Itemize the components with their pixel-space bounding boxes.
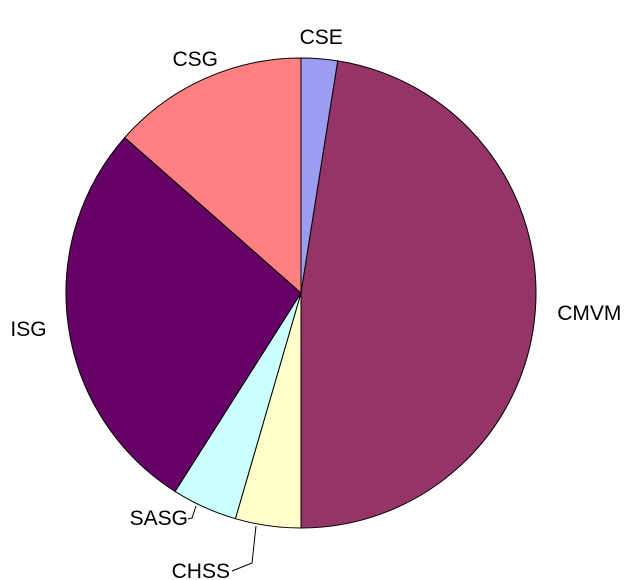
pie-slice-cmvm (300, 60, 537, 529)
pie-slice-isg (65, 136, 302, 493)
pie-slice-csg (124, 57, 302, 295)
pie-label-isg: ISG (10, 318, 46, 341)
pie-slices (65, 57, 537, 529)
pie-label-cmvm: CMVM (557, 302, 621, 325)
leader-line-sasg (187, 505, 197, 520)
pie-leader-lines (187, 505, 257, 572)
pie-labels: CSE CMVM CHSS SASG ISG CSG (10, 26, 621, 580)
pie-label-chss: CHSS (172, 560, 230, 580)
pie-label-csg: CSG (172, 48, 218, 71)
pie-label-cse: CSE (300, 26, 343, 49)
pie-label-sasg: SASG (130, 507, 188, 530)
leader-line-chss (231, 525, 257, 572)
